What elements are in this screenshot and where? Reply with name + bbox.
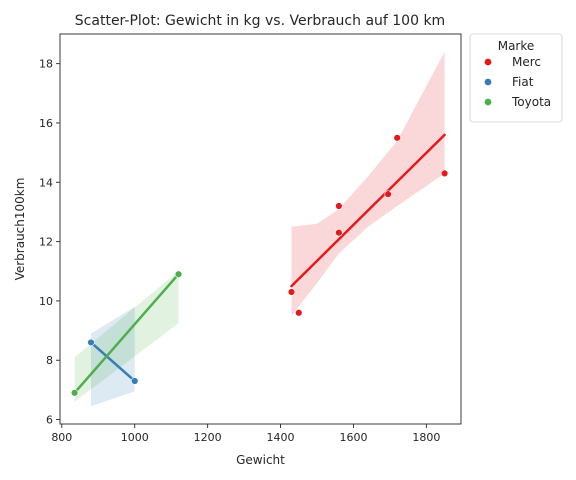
legend-label-merc: Merc [512, 55, 541, 69]
y-tick-label: 10 [39, 295, 53, 308]
legend-frame [469, 33, 563, 123]
data-point-merc [295, 309, 303, 317]
confidence-bands [74, 51, 445, 407]
legend-title: Marke [498, 39, 535, 53]
x-tick-label: 1600 [339, 431, 367, 444]
data-point-merc [335, 229, 343, 237]
regression-line-fiat [89, 341, 136, 383]
y-tick-label: 16 [39, 117, 53, 130]
y-tick-label: 6 [46, 414, 53, 427]
x-tick-label: 1400 [267, 431, 295, 444]
data-points [70, 134, 449, 397]
plot-frame [59, 33, 462, 425]
confidence-band-fiat [91, 306, 135, 407]
data-point-merc [335, 202, 343, 210]
legend-items: Merc Fiat Toyota [484, 55, 551, 109]
chart-title: Scatter-Plot: Gewicht in kg vs. Verbrauc… [75, 13, 445, 29]
confidence-band-merc [291, 51, 445, 316]
legend-marker-merc [484, 58, 492, 66]
y-axis-label: Verbrauch100km [13, 178, 27, 281]
y-tick-label: 18 [39, 58, 53, 71]
y-tick-label: 12 [39, 236, 53, 249]
legend-marker-fiat [484, 78, 492, 86]
data-point-toyota [174, 270, 183, 278]
legend-marker-toyota [484, 98, 492, 106]
data-point-toyota [70, 389, 79, 397]
y-axis-ticks: 6 8 10 12 14 16 18 [39, 58, 60, 427]
y-tick-label: 8 [46, 354, 53, 367]
x-axis-label: Gewicht [236, 453, 285, 467]
legend: Marke Merc Fiat Toyota [469, 33, 563, 123]
x-tick-label: 1800 [412, 431, 440, 444]
regression-line-toyota [73, 272, 180, 395]
data-point-merc [440, 169, 449, 178]
data-point-merc [384, 190, 392, 198]
x-axis-ticks: 800 1000 1200 1400 1600 1800 [51, 424, 440, 444]
regression-line-merc [290, 133, 446, 288]
x-tick-label: 1200 [194, 431, 222, 444]
data-point-fiat [131, 377, 139, 385]
legend-label-fiat: Fiat [512, 75, 534, 89]
y-tick-label: 14 [39, 176, 53, 189]
regression-lines [73, 133, 446, 395]
legend-label-toyota: Toyota [511, 95, 551, 109]
x-tick-label: 800 [51, 431, 72, 444]
x-tick-label: 1000 [121, 431, 149, 444]
data-point-fiat [87, 338, 95, 347]
data-point-merc [393, 134, 401, 142]
data-point-merc [287, 288, 296, 296]
